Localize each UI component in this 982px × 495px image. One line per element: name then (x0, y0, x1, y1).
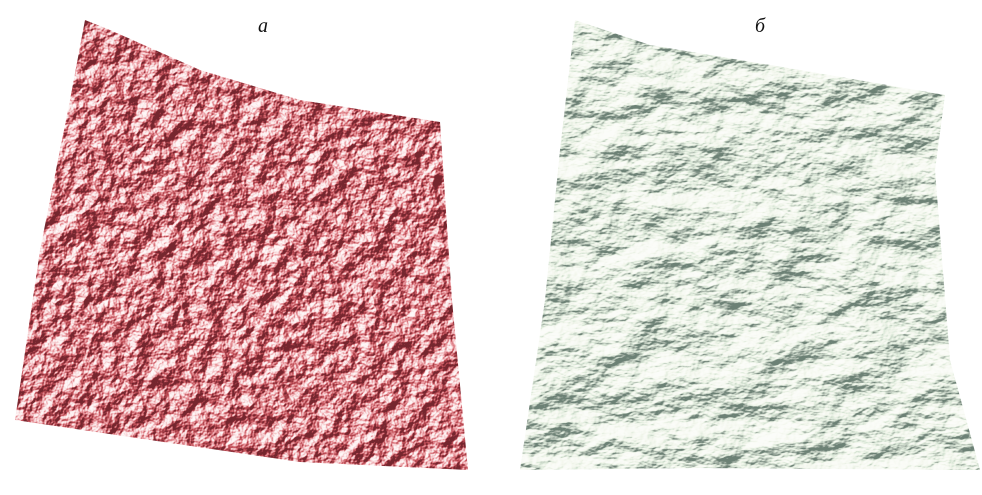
panel-label: а (258, 15, 268, 37)
surface-b (520, 20, 980, 470)
surface-a (15, 20, 468, 470)
panel-label: б (755, 15, 766, 37)
page: а б (() => { const data = JSON.parse(doc… (0, 0, 982, 495)
figure: а б (0, 0, 982, 495)
